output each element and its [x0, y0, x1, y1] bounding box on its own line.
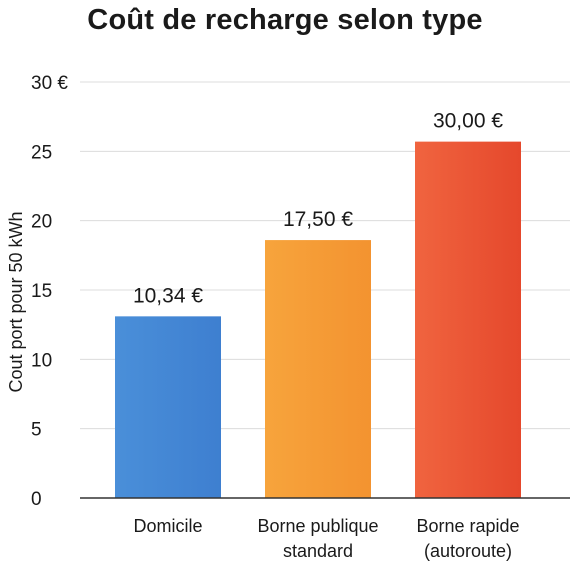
y-tick-label: 10 [31, 350, 52, 371]
y-tick-label: 0 [31, 489, 42, 510]
chart-title: Coût de recharge selon type [87, 4, 483, 36]
bar-1 [115, 316, 221, 498]
bars [115, 141, 521, 499]
x-tick-label: Domicile [133, 516, 202, 536]
y-tick-label: 30 € [31, 73, 68, 94]
x-tick-label: Borne publique [257, 516, 378, 536]
y-tick-label: 25 [31, 142, 52, 163]
data-label: 17,50 € [283, 208, 353, 231]
x-tick-label: Borne rapide [416, 516, 519, 536]
x-tick-label: standard [283, 541, 353, 561]
x-tick-label: (autoroute) [424, 541, 512, 561]
y-tick-label: 20 [31, 212, 52, 233]
y-tick-label: 15 [31, 281, 52, 302]
y-tick-label: 5 [31, 420, 42, 441]
y-axis-label: Cout port pour 50 kWh [6, 211, 26, 392]
data-label: 10,34 € [133, 284, 203, 307]
labels: 0 5 10 15 20 25 30 € Cout port pour 50 kWh 10,34… [6, 73, 520, 561]
bar-3 [415, 141, 521, 499]
data-label: 30,00 € [433, 110, 503, 133]
bar-2 [265, 240, 371, 498]
